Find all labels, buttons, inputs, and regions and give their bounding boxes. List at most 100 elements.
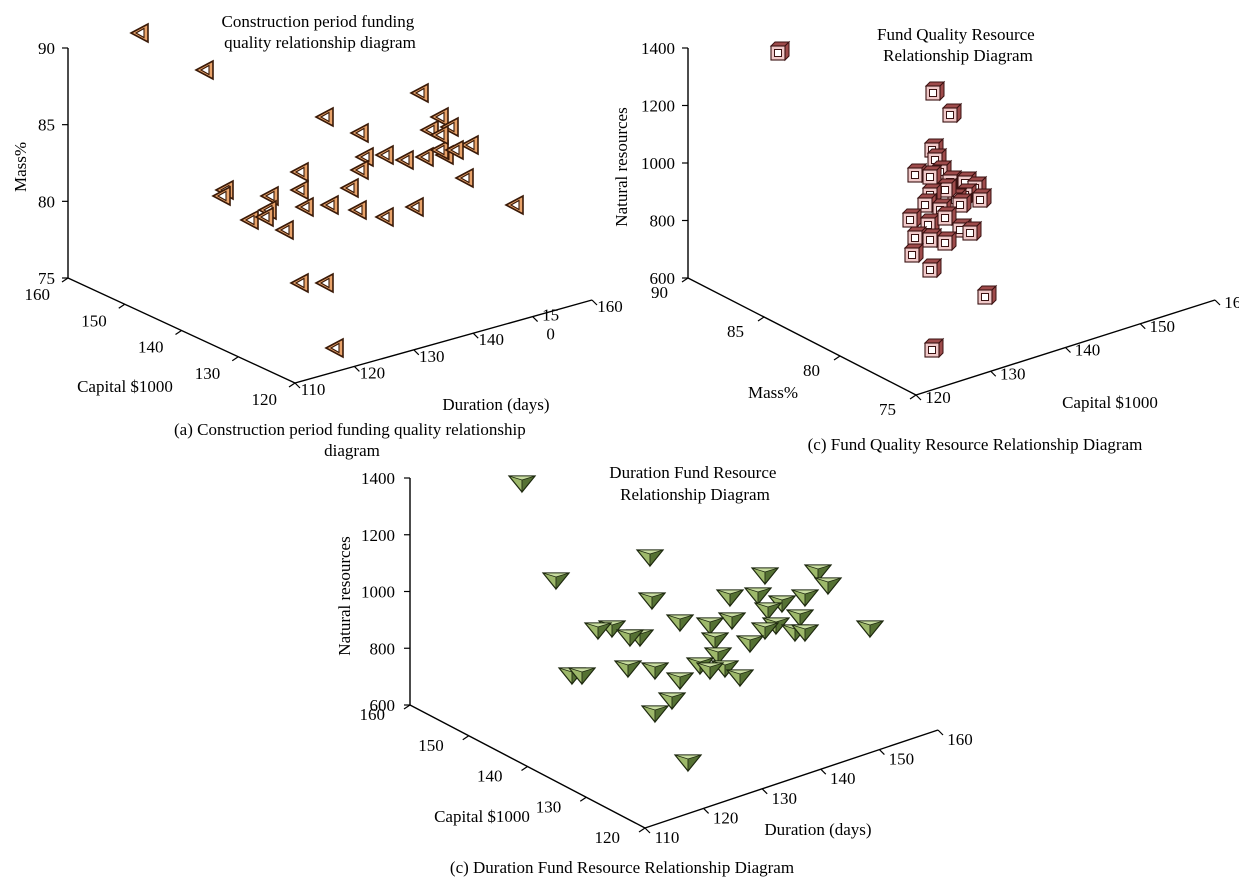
triangle-down-marker-top xyxy=(638,592,666,598)
x-tick-mark-c xyxy=(703,807,710,814)
triangle-left-marker-inner xyxy=(329,342,340,354)
triangle-left-marker-inner xyxy=(294,184,305,196)
data-point-c xyxy=(743,587,773,606)
cube-marker-side xyxy=(951,177,957,199)
data-point-c xyxy=(750,622,780,641)
data-point-c xyxy=(695,662,725,681)
data-point-a xyxy=(439,116,459,138)
x-tick-label-a: 130 xyxy=(419,347,445,366)
y-tick-label-a: 120 xyxy=(252,390,278,409)
chart-c-title-line1: Duration Fund Resource xyxy=(609,463,776,482)
axis-lines-a xyxy=(67,48,593,384)
x-tick-label-c: 150 xyxy=(889,750,915,769)
data-point-b xyxy=(906,162,928,184)
data-point-c xyxy=(640,705,670,724)
triangle-down-marker-top xyxy=(791,589,819,595)
x-tick-label-c: 140 xyxy=(830,769,856,788)
y-tick-label-b: 85 xyxy=(727,322,744,341)
z-tick-label-c: 1000 xyxy=(361,583,395,602)
panel-b: Fund Quality Resource Relationship Diagr… xyxy=(612,25,1239,454)
data-point-a xyxy=(409,82,429,104)
caption-a: (a) Construction period funding quality … xyxy=(174,420,530,460)
z-tick-label-b: 1000 xyxy=(641,154,675,173)
triangle-left-marker-inner xyxy=(464,139,475,151)
x-tick-label-part-a: 0 xyxy=(546,325,555,344)
y-tick-mark-a xyxy=(175,330,182,335)
panel-c: Duration Fund Resource Relationship Diag… xyxy=(335,463,973,877)
chart-a-title-line1: Construction period funding xyxy=(222,12,415,31)
data-point-a xyxy=(314,106,334,128)
y-tick-mark-c xyxy=(521,766,528,771)
x-axis-label-c: Duration (days) xyxy=(764,820,871,839)
data-point-a xyxy=(394,149,414,171)
caption-a-line1: (a) Construction period funding quality … xyxy=(174,420,526,439)
y-tick-label-a: 130 xyxy=(195,364,221,383)
cube-marker-side xyxy=(784,40,790,62)
y-tick-mark-b xyxy=(681,277,689,283)
x-tick-label-a: 110 xyxy=(301,380,326,399)
data-point-a xyxy=(194,59,214,81)
data-point-a xyxy=(211,185,231,207)
y-tick-mark-c xyxy=(462,735,470,741)
data-point-c xyxy=(750,567,780,586)
z-ticks-c: 600 800 1000 1200 1400 xyxy=(361,469,410,715)
cube-marker-side xyxy=(986,187,992,209)
triangle-left-marker-inner xyxy=(324,199,335,211)
triangle-left-marker-inner xyxy=(259,211,270,223)
triangle-down-marker-top xyxy=(744,587,772,593)
data-point-a xyxy=(404,196,424,218)
z-tick-label-a: 75 xyxy=(38,269,55,288)
data-point-c xyxy=(725,669,755,688)
triangle-down-marker-top xyxy=(686,657,714,663)
triangle-down-marker-top xyxy=(636,549,664,555)
y-tick-label-a: 140 xyxy=(138,338,164,357)
cube-marker-inner xyxy=(911,171,919,179)
cube-marker-inner xyxy=(911,234,919,242)
triangle-left-marker-inner xyxy=(354,164,365,176)
x-tick-mark-a xyxy=(532,316,539,323)
data-point-a xyxy=(314,272,334,294)
x-tick-label-c: 110 xyxy=(655,828,680,847)
triangle-left-marker-inner xyxy=(414,87,425,99)
triangle-left-marker-inner xyxy=(264,190,275,202)
data-point-c xyxy=(657,692,687,711)
triangle-down-marker-top xyxy=(751,567,779,573)
chart-b-title: Fund Quality Resource Relationship Diagr… xyxy=(877,25,1039,65)
triangle-left-marker-inner xyxy=(279,224,290,236)
data-point-c xyxy=(700,632,730,651)
triangle-left-marker-inner xyxy=(352,204,363,216)
cube-marker-inner xyxy=(929,89,937,97)
data-point-a xyxy=(349,122,369,144)
triangle-left-marker-inner xyxy=(294,166,305,178)
chart-b-title-line2: Relationship Diagram xyxy=(883,46,1033,65)
chart-c-title: Duration Fund Resource Relationship Diag… xyxy=(609,463,780,504)
triangle-down-marker-top xyxy=(658,692,686,698)
triangle-left-marker-inner xyxy=(354,127,365,139)
cube-marker-inner xyxy=(926,236,934,244)
y-tick-label-c: 140 xyxy=(477,767,503,786)
y-tick-label-c: 150 xyxy=(418,736,444,755)
data-point-c xyxy=(735,635,765,654)
data-point-c xyxy=(613,660,643,679)
y-tick-mark-b xyxy=(833,355,841,361)
triangle-left-marker-inner xyxy=(344,182,355,194)
y-axis-label-b: Mass% xyxy=(748,383,798,402)
cube-marker-side xyxy=(918,242,924,264)
x-tick-label-b: 120 xyxy=(925,388,951,407)
data-point-c xyxy=(567,667,597,686)
cube-marker-inner xyxy=(906,216,914,224)
data-point-c xyxy=(583,622,613,641)
y-tick-mark-c xyxy=(403,704,411,710)
triangle-left-marker-inner xyxy=(379,149,390,161)
triangle-down-marker-top xyxy=(726,669,754,675)
data-point-a xyxy=(429,139,449,161)
triangle-down-marker-top xyxy=(584,622,612,628)
x-tick-mark-a xyxy=(413,349,420,356)
triangle-left-marker-inner xyxy=(319,111,330,123)
data-point-c xyxy=(665,672,695,691)
y-tick-mark-a xyxy=(61,277,69,283)
data-point-c xyxy=(803,564,833,583)
data-point-a xyxy=(289,179,309,201)
x-tick-mark-c xyxy=(937,729,944,736)
x-tick-label-c: 130 xyxy=(771,789,797,808)
